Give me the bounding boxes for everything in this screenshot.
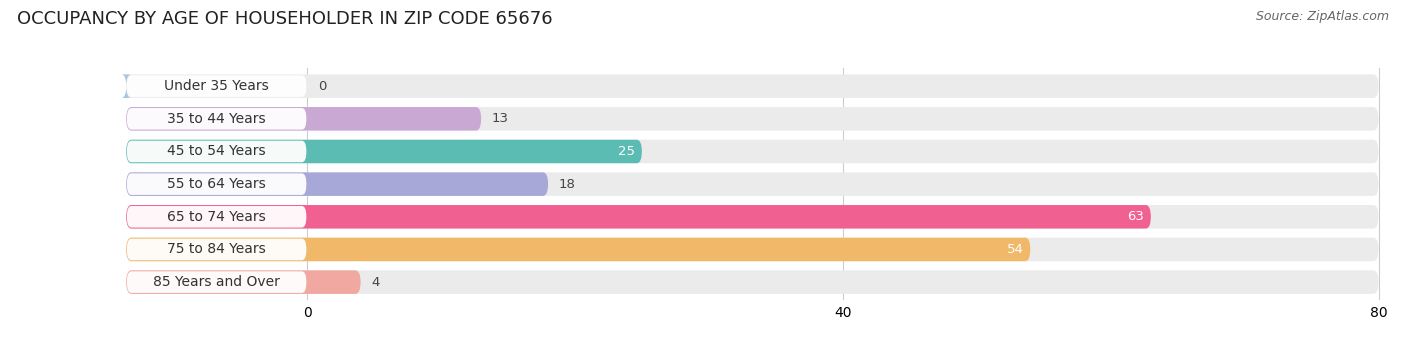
FancyBboxPatch shape bbox=[127, 141, 307, 162]
FancyBboxPatch shape bbox=[127, 205, 1152, 228]
FancyBboxPatch shape bbox=[127, 239, 307, 260]
Text: 0: 0 bbox=[318, 80, 326, 93]
FancyBboxPatch shape bbox=[127, 74, 1378, 98]
Text: 25: 25 bbox=[619, 145, 636, 158]
FancyBboxPatch shape bbox=[127, 75, 307, 97]
FancyBboxPatch shape bbox=[127, 107, 481, 131]
FancyBboxPatch shape bbox=[121, 74, 131, 98]
FancyBboxPatch shape bbox=[127, 140, 1378, 163]
FancyBboxPatch shape bbox=[127, 271, 307, 293]
Text: 54: 54 bbox=[1007, 243, 1024, 256]
FancyBboxPatch shape bbox=[127, 173, 307, 195]
Text: 63: 63 bbox=[1128, 210, 1144, 223]
Text: Under 35 Years: Under 35 Years bbox=[165, 79, 269, 93]
FancyBboxPatch shape bbox=[127, 206, 307, 227]
Text: 4: 4 bbox=[371, 276, 380, 288]
FancyBboxPatch shape bbox=[127, 270, 360, 294]
FancyBboxPatch shape bbox=[127, 107, 1378, 131]
Text: Source: ZipAtlas.com: Source: ZipAtlas.com bbox=[1256, 10, 1389, 23]
Text: 18: 18 bbox=[558, 178, 575, 191]
Text: 45 to 54 Years: 45 to 54 Years bbox=[167, 145, 266, 159]
Text: 65 to 74 Years: 65 to 74 Years bbox=[167, 210, 266, 224]
Text: 55 to 64 Years: 55 to 64 Years bbox=[167, 177, 266, 191]
FancyBboxPatch shape bbox=[127, 238, 1031, 261]
FancyBboxPatch shape bbox=[127, 270, 1378, 294]
Text: 13: 13 bbox=[492, 112, 509, 125]
FancyBboxPatch shape bbox=[127, 173, 548, 196]
FancyBboxPatch shape bbox=[127, 238, 1378, 261]
FancyBboxPatch shape bbox=[127, 205, 1378, 228]
Text: 75 to 84 Years: 75 to 84 Years bbox=[167, 242, 266, 256]
Text: 35 to 44 Years: 35 to 44 Years bbox=[167, 112, 266, 126]
Text: 85 Years and Over: 85 Years and Over bbox=[153, 275, 280, 289]
FancyBboxPatch shape bbox=[127, 173, 1378, 196]
FancyBboxPatch shape bbox=[127, 108, 307, 130]
FancyBboxPatch shape bbox=[127, 140, 643, 163]
Text: OCCUPANCY BY AGE OF HOUSEHOLDER IN ZIP CODE 65676: OCCUPANCY BY AGE OF HOUSEHOLDER IN ZIP C… bbox=[17, 10, 553, 28]
